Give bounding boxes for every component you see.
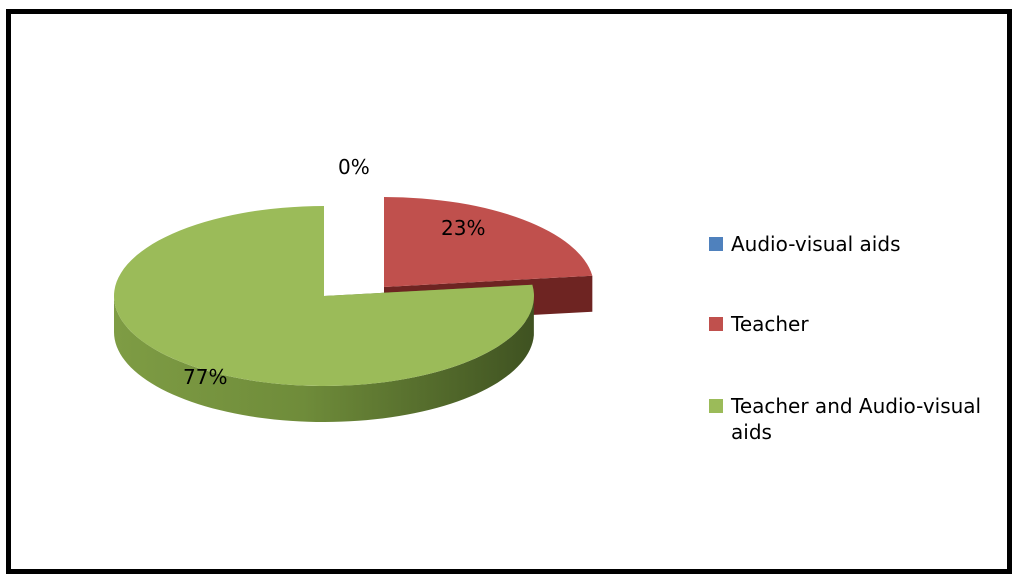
- chart-frame: 0% 23% 77% Audio-visual aids Teacher Teach…: [6, 9, 1012, 574]
- pie-slice-top-teacher-and-audio-visual-aids: [113, 206, 534, 387]
- pie-slice-teacher-and-audio-visual-aids: [113, 206, 534, 422]
- legend-swatch-audio-visual-aids: [709, 237, 723, 251]
- legend-label-teacher-and-audio-visual-aids: Teacher and Audio-visual aids: [731, 394, 982, 444]
- legend-label-audio-visual-aids: Audio-visual aids: [731, 232, 901, 256]
- data-label-teacher: 23%: [441, 216, 485, 240]
- legend-swatch-teacher: [709, 317, 723, 331]
- pie-chart: 0% 23% 77%: [113, 155, 593, 422]
- data-label-teacher-and-audio-visual-aids: 77%: [183, 365, 227, 389]
- data-label-audio-visual-aids: 0%: [338, 155, 370, 179]
- legend-label-teacher: Teacher: [731, 312, 809, 336]
- pie-slice-side-teacher-and-audio-visual-aids: [114, 296, 534, 422]
- pie-slice-top-teacher: [384, 197, 593, 287]
- legend-swatch-teacher-and-audio-visual-aids: [709, 399, 723, 413]
